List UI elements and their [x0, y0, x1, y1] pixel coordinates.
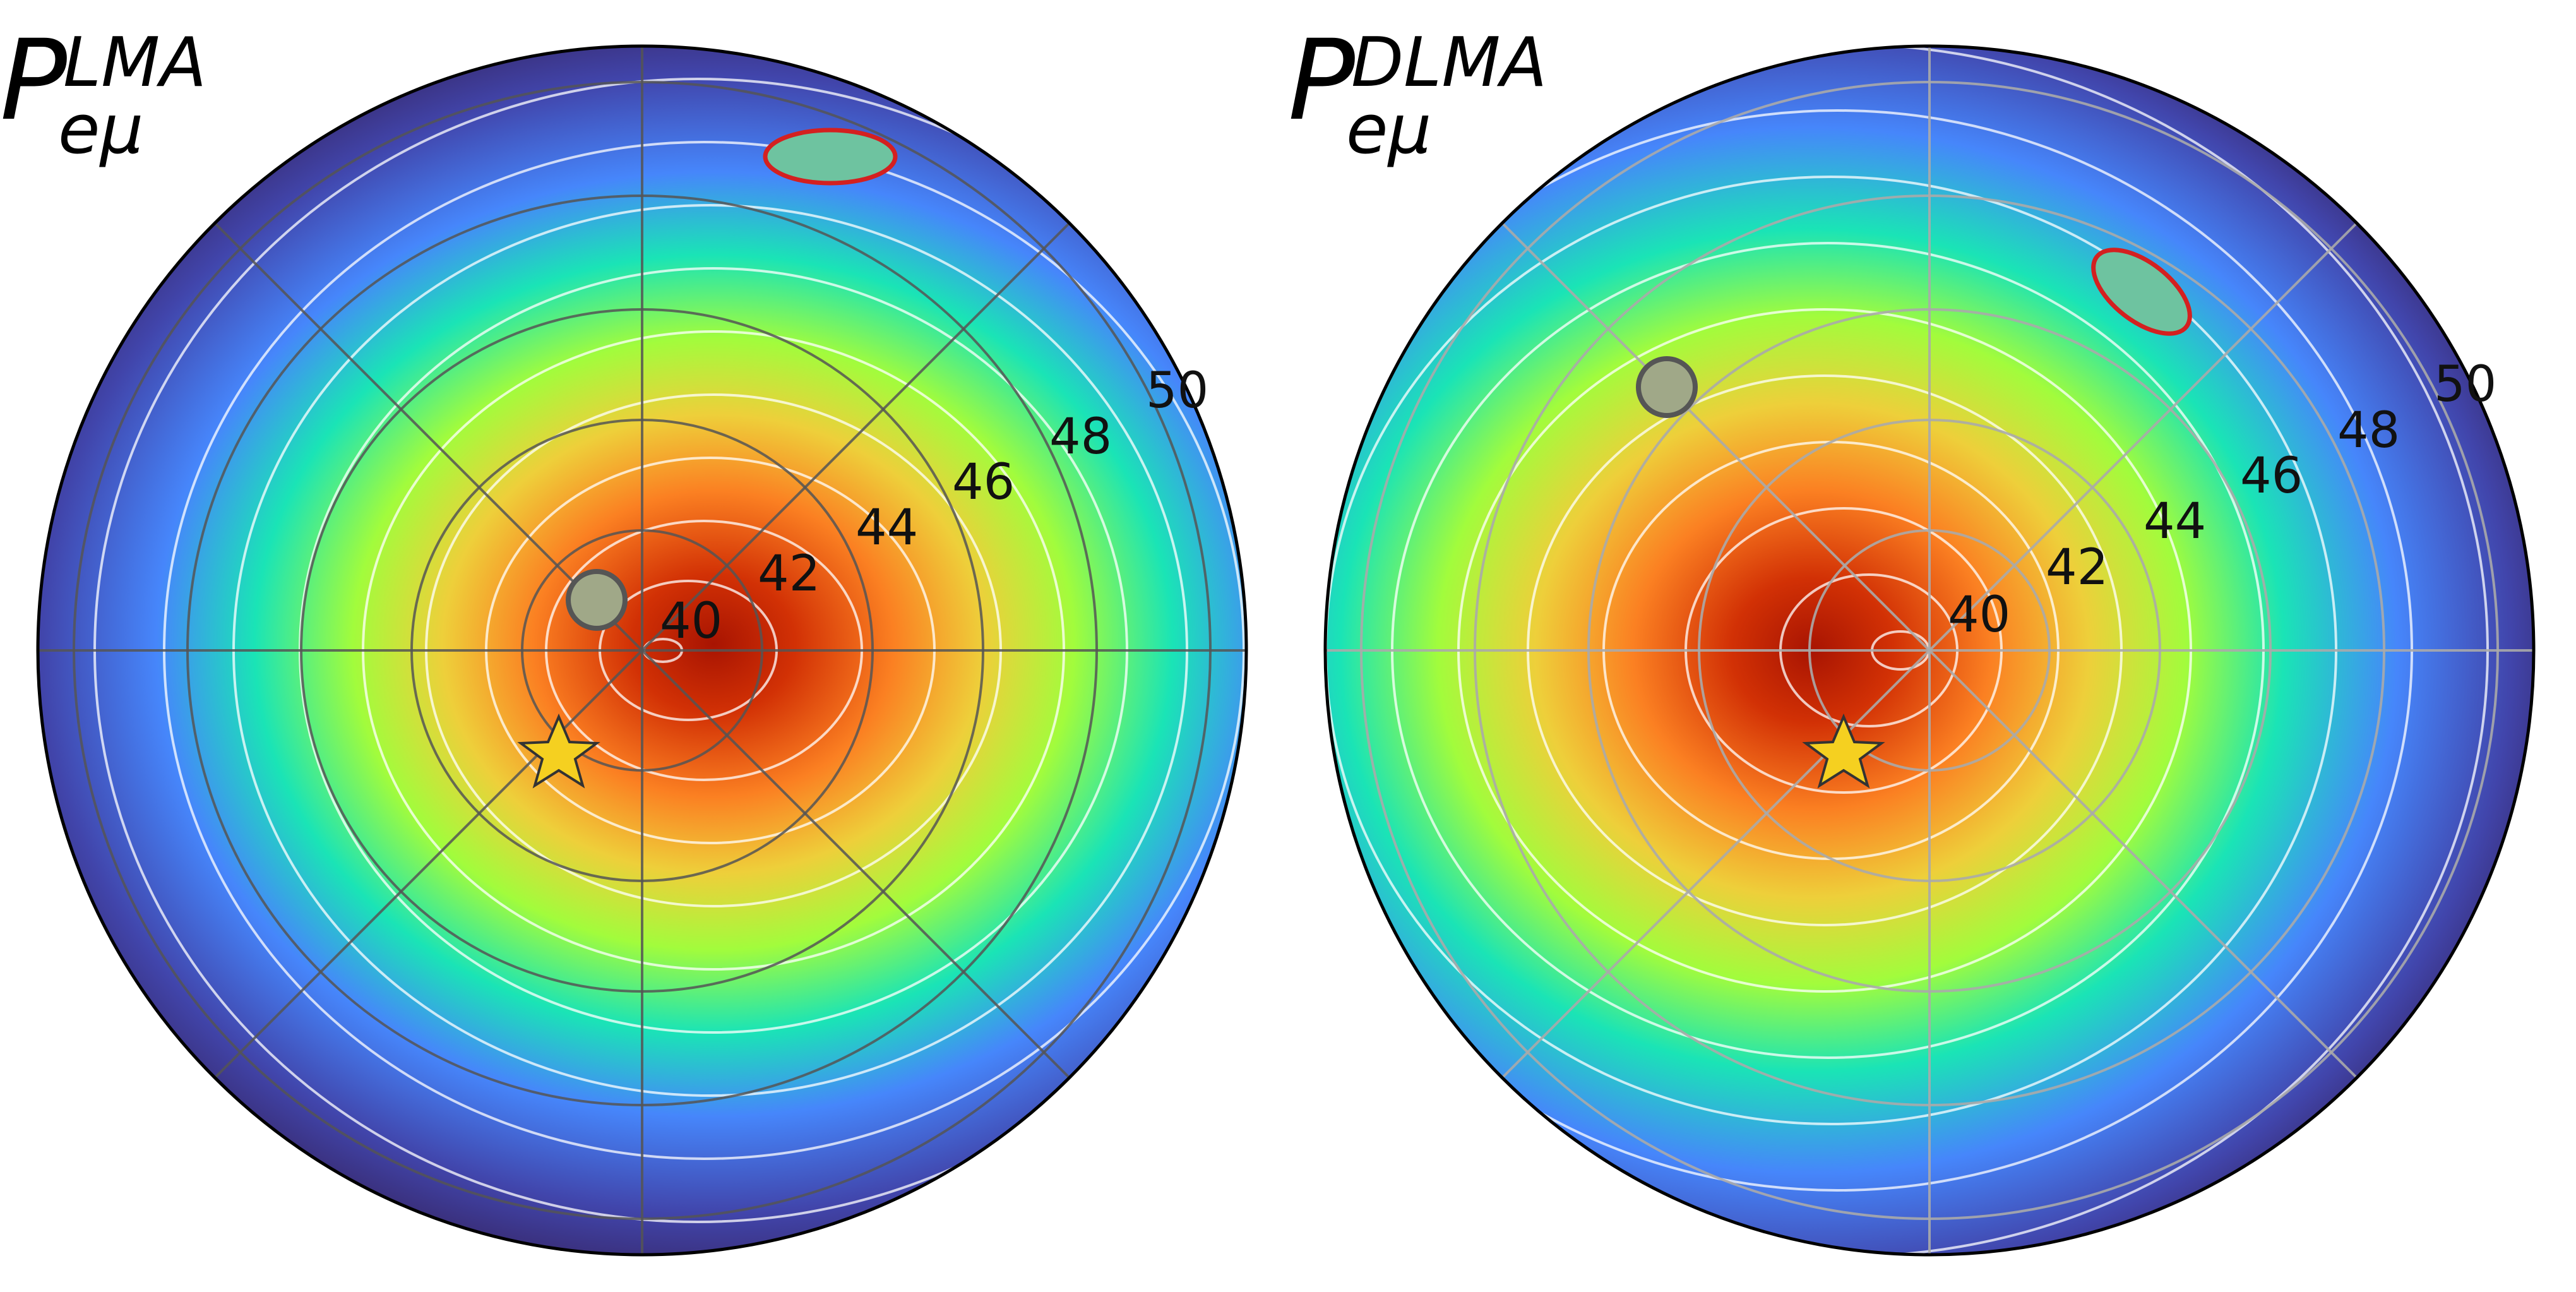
title-superscript: DLMA [1351, 23, 1547, 102]
title-main: P [0, 16, 68, 145]
ring-label-48: 48 [2337, 402, 2400, 459]
grey-circle-marker [566, 569, 628, 631]
ring-label-50: 50 [1146, 362, 1208, 419]
ring-label-42: 42 [758, 546, 820, 602]
yellow-star-marker [1802, 713, 1885, 789]
sky-map-lma: 40 42 44 46 48 50 [36, 44, 1248, 1257]
title-dlma: P DLMA eμ [1288, 25, 1547, 164]
ring-label-48: 48 [1049, 409, 1112, 465]
red-ellipse-marker [2091, 248, 2192, 336]
ring-label-46: 46 [952, 454, 1015, 511]
panel-lma: 40 42 44 46 48 50 P LMA eμ [0, 25, 1248, 1257]
red-ellipse-marker [763, 128, 898, 186]
ring-label-44: 44 [856, 499, 918, 556]
panel-dlma: 40 42 44 46 48 50 P DLMA eμ [1288, 0, 2576, 1292]
title-superscript: LMA [63, 23, 207, 102]
yellow-star-marker [517, 713, 600, 789]
ring-label-40: 40 [660, 593, 722, 650]
title-main: P [1288, 16, 1356, 145]
grey-circle-marker [1636, 356, 1698, 418]
ring-label-42: 42 [2046, 539, 2108, 596]
ring-label-40: 40 [1948, 587, 2010, 643]
ring-label-46: 46 [2240, 448, 2303, 505]
title-subscript: eμ [58, 90, 144, 169]
sky-boundary [1323, 44, 2536, 1257]
sky-map-dlma: 40 42 44 46 48 50 [1323, 44, 2536, 1257]
ring-label-50: 50 [2434, 356, 2496, 413]
title-subscript: eμ [1346, 90, 1432, 169]
ring-label-44: 44 [2144, 493, 2206, 550]
sky-boundary [36, 44, 1248, 1257]
title-lma: P LMA eμ [0, 25, 206, 164]
